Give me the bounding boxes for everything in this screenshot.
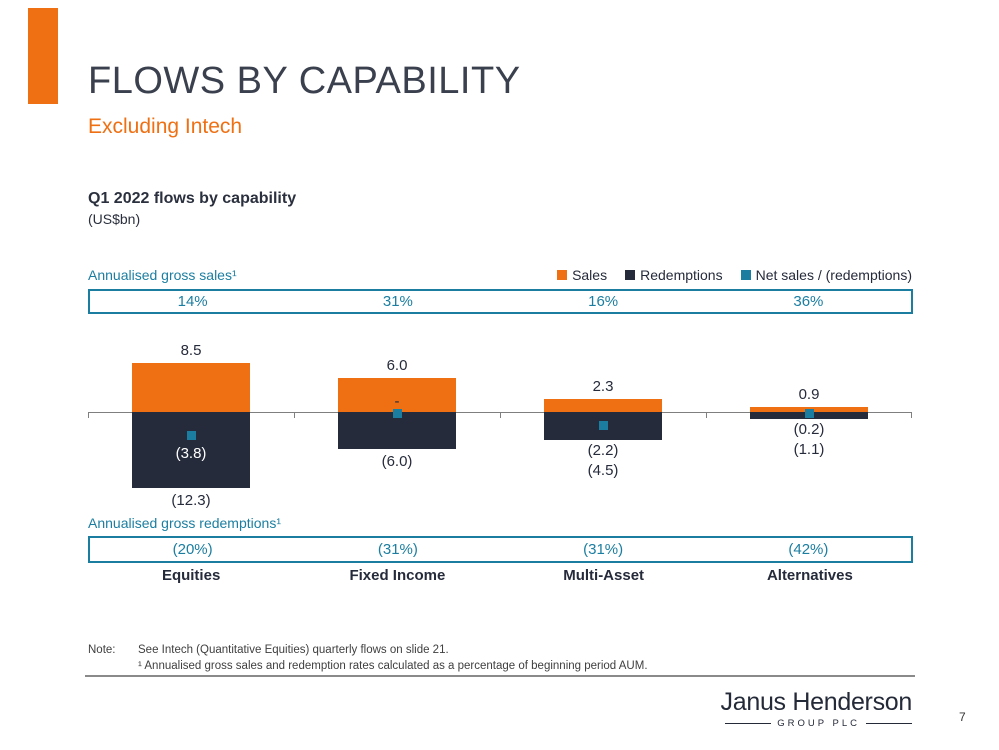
net-marker-3 — [804, 408, 814, 418]
logo-subtitle-text: GROUP PLC — [777, 718, 860, 729]
legend-swatch-icon — [625, 270, 636, 280]
category-labels-row: Equities Fixed Income Multi-Asset Alternati… — [88, 567, 913, 584]
sales-value-label-3: 0.9 — [798, 385, 820, 403]
gross-redemptions-label: Annualised gross redemptions¹ — [88, 515, 281, 531]
redemptions-value-label-1: (6.0) — [381, 453, 413, 471]
sales-value-label-2: 2.3 — [592, 377, 614, 395]
sales-value-label-1: 6.0 — [386, 356, 408, 374]
accent-bar — [28, 8, 58, 104]
net-marker-1 — [392, 409, 402, 418]
gross-redemptions-pct-3: (42%) — [788, 541, 829, 558]
footer-divider — [85, 675, 915, 677]
net-value-label-2: (2.2) — [587, 441, 619, 459]
gross-sales-pct-0: 14% — [177, 293, 208, 310]
category-label-2: Multi-Asset — [563, 567, 645, 584]
gross-redemptions-percent-box: (20%) (31%) (31%) (42%) — [88, 536, 913, 563]
gross-sales-percent-box: 14% 31% 16% 36% — [88, 289, 913, 314]
category-label-3: Alternatives — [766, 567, 853, 584]
legend-item-1: Redemptions — [625, 267, 723, 283]
logo-rule-right — [866, 723, 912, 724]
chart-legend: Sales Redemptions Net sales / (redemptions… — [557, 267, 912, 283]
chart-unit: (US$bn) — [88, 211, 141, 227]
gross-sales-pct-2: 16% — [588, 293, 619, 310]
page-title: FLOWS BY CAPABILITY — [88, 60, 521, 102]
gross-redemptions-pct-2: (31%) — [583, 541, 624, 558]
gross-redemptions-pct-1: (31%) — [377, 541, 418, 558]
note-line-1: See Intech (Quantitative Equities) quart… — [138, 644, 449, 656]
note-label: Note: — [88, 644, 116, 656]
redemptions-bar-1 — [338, 412, 456, 450]
sales-bar-2 — [544, 398, 662, 412]
bar-chart: 8.5 (3.8) (12.3) 6.0 - (6.0) 2.3 (2.2) (4.5) 0.9 (… — [88, 330, 912, 520]
gross-sales-label: Annualised gross sales¹ — [88, 267, 237, 283]
net-value-label-3: (0.2) — [793, 420, 825, 438]
logo-subtitle-row: GROUP PLC — [721, 718, 912, 729]
legend-swatch-icon — [740, 270, 751, 280]
legend-item-2: Net sales / (redemptions) — [740, 267, 912, 283]
gross-redemptions-pct-0: (20%) — [172, 541, 213, 558]
chart-axis-tick — [911, 412, 912, 418]
net-value-label-1: - — [394, 393, 400, 410]
chart-axis-tick — [706, 412, 707, 418]
legend-swatch-icon — [557, 270, 568, 280]
page-subtitle: Excluding Intech — [88, 115, 243, 138]
net-marker-2 — [598, 421, 608, 431]
sales-value-label-0: 8.5 — [180, 342, 202, 360]
sales-bar-0 — [132, 363, 250, 412]
redemptions-value-label-2: (4.5) — [587, 461, 619, 479]
chart-axis-tick — [500, 412, 501, 418]
company-logo: Janus Henderson GROUP PLC — [720, 688, 913, 729]
redemptions-value-label-3: (1.1) — [793, 440, 825, 458]
logo-name-text: Janus Henderson — [720, 688, 913, 716]
redemptions-bar-0 — [132, 412, 250, 489]
logo-rule-left — [725, 723, 772, 724]
net-value-label-0: (3.8) — [175, 445, 207, 463]
legend-item-label: Redemptions — [640, 267, 723, 283]
page-number: 7 — [959, 710, 966, 724]
chart-axis-tick — [88, 412, 89, 418]
legend-item-0: Sales — [557, 267, 607, 283]
redemptions-value-label-0: (12.3) — [171, 492, 211, 510]
chart-axis-tick — [294, 412, 295, 418]
gross-sales-pct-1: 31% — [382, 293, 413, 310]
category-label-1: Fixed Income — [349, 567, 446, 584]
gross-sales-pct-3: 36% — [793, 293, 824, 310]
legend-item-label: Net sales / (redemptions) — [755, 267, 912, 283]
category-label-0: Equities — [161, 567, 221, 584]
chart-title: Q1 2022 flows by capability — [88, 190, 297, 207]
note-line-2: ¹ Annualised gross sales and redemption … — [138, 660, 648, 672]
net-marker-0 — [186, 431, 196, 441]
legend-item-label: Sales — [572, 267, 608, 283]
sales-bar-1 — [338, 377, 456, 412]
